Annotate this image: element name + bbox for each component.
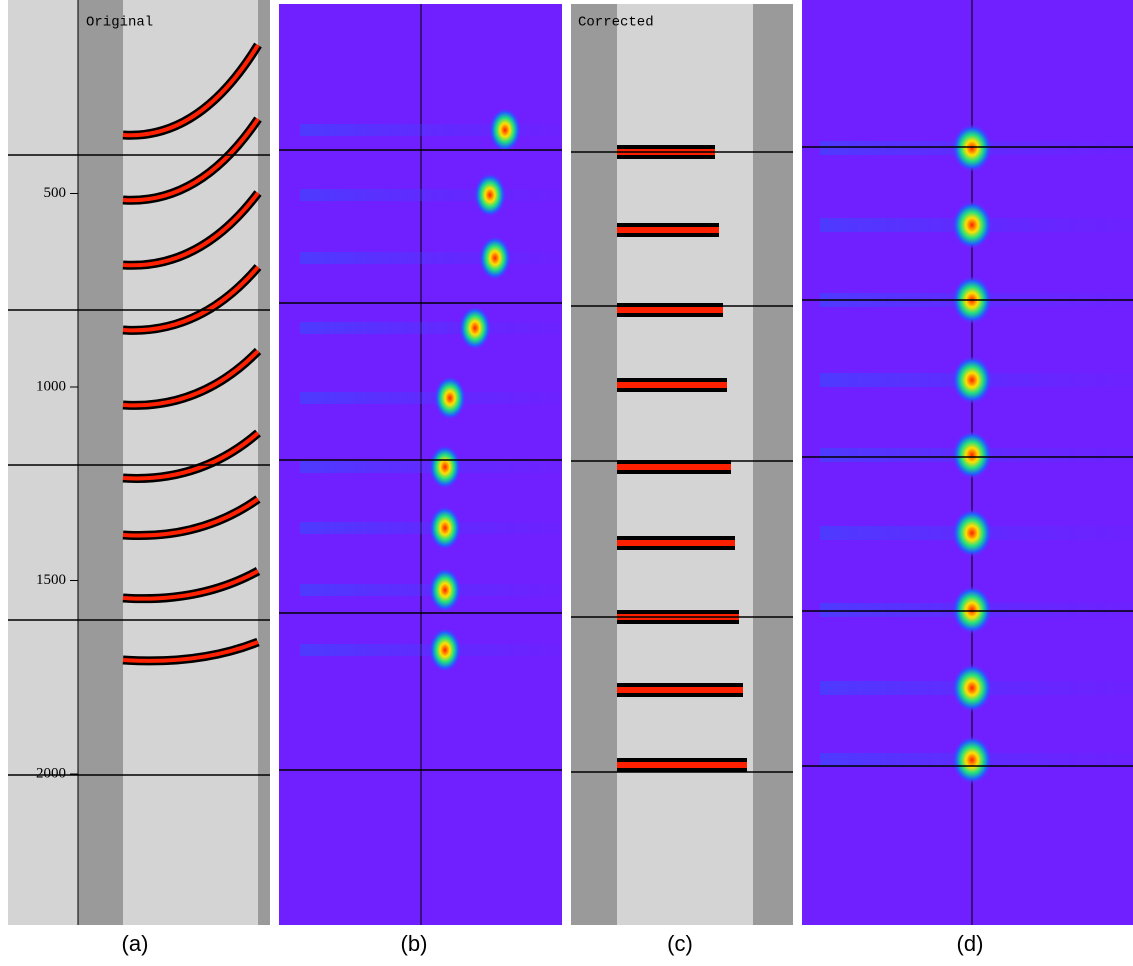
tail [300, 322, 562, 334]
tail [300, 124, 562, 136]
panel-label: (b) [401, 931, 428, 956]
blob [429, 628, 461, 672]
panel-c-strip [571, 4, 617, 925]
blob [434, 376, 466, 420]
reflector [617, 227, 719, 233]
blob [952, 586, 992, 634]
tail [300, 189, 562, 201]
blob [474, 173, 506, 217]
panel-label: (c) [667, 931, 693, 956]
panel-title: Original [86, 15, 153, 31]
tick-label: 1500 [36, 572, 66, 588]
blob [952, 201, 992, 249]
figure-svg: Original Corrected 500 1000 1500 2000 (a) (… [0, 0, 1133, 966]
blob [952, 356, 992, 404]
blob [952, 509, 992, 557]
blob [952, 664, 992, 712]
reflector [617, 762, 747, 768]
panel-label: (d) [957, 931, 984, 956]
blob [479, 236, 511, 280]
panel-title: Corrected [578, 15, 654, 31]
blob [429, 568, 461, 612]
panel-label: (a) [122, 931, 149, 956]
tail [300, 392, 562, 404]
figure: Original Corrected 500 1000 1500 2000 (a) (… [0, 0, 1133, 966]
tick-label: 500 [44, 185, 67, 201]
reflector [617, 540, 735, 546]
blob [489, 108, 521, 152]
blob [429, 506, 461, 550]
panel-c-strip [753, 4, 793, 925]
tick-label: 1000 [36, 378, 66, 394]
reflector [617, 307, 723, 313]
reflector [617, 382, 727, 388]
panel-a-strip [258, 0, 270, 925]
reflector [617, 464, 731, 470]
reflector [617, 687, 743, 693]
tail [300, 252, 562, 264]
panel-a-strip [78, 0, 123, 925]
blob [952, 124, 992, 172]
blob [459, 306, 491, 350]
blob [952, 736, 992, 784]
blob [952, 431, 992, 479]
tick-label: 2000 [36, 765, 66, 781]
blob [429, 445, 461, 489]
